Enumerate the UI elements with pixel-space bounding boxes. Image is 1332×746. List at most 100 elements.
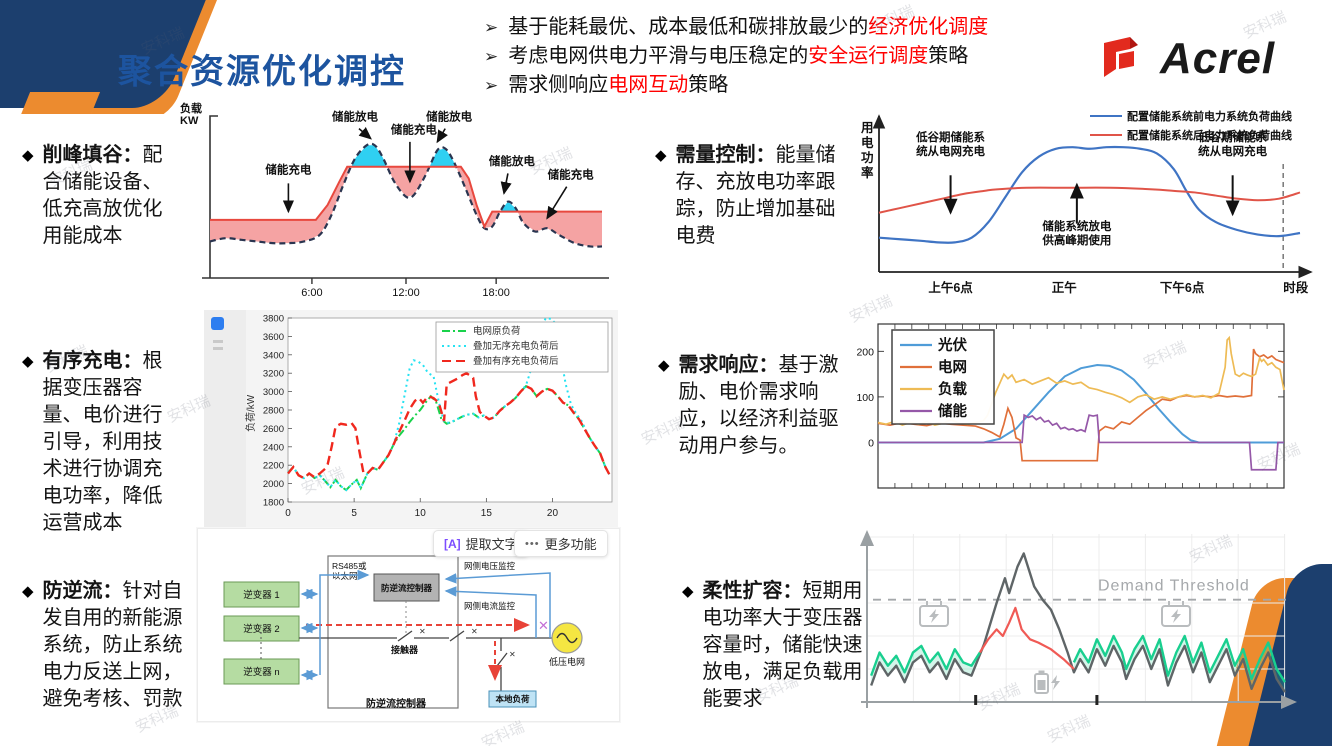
svg-text:逆变器 1: 逆变器 1 [243, 589, 279, 601]
section-desc: 短期用电功率大于变压器容量时，储能快速放电，满足负载用能要求 [702, 580, 863, 710]
page-title: 聚合资源优化调控 [118, 53, 406, 91]
svg-text:用电功率: 用电功率 [860, 121, 874, 180]
svg-text:0: 0 [285, 508, 291, 519]
svg-text:本地负荷: 本地负荷 [495, 694, 530, 704]
section-demand-response: ◆ 需求响应：基于激励、电价需求响应，以经济利益驱动用户参与。 [658, 352, 840, 460]
orderly-charging-chart-panel: 1800 2000 2200 2400 2600 2800 3000 3200 3400 3600… [204, 310, 618, 528]
svg-text:储能充电: 储能充电 [391, 123, 437, 137]
svg-text:储能充电: 储能充电 [265, 162, 311, 176]
section-label: 防逆流： [42, 580, 123, 602]
orderly-charging-chart: 1800 2000 2200 2400 2600 2800 3000 3200 3400 3600… [244, 314, 613, 519]
svg-text:以太网: 以太网 [332, 571, 358, 581]
svg-text:3400: 3400 [263, 350, 284, 361]
flexible-expansion-chart: Demand Threshold [860, 530, 1297, 709]
svg-text:防逆流控制器: 防逆流控制器 [366, 697, 427, 710]
svg-text:逆变器 2: 逆变器 2 [243, 623, 279, 635]
acrel-logo-text: Acrel [1160, 34, 1276, 83]
svg-text:12:00: 12:00 [392, 287, 420, 299]
svg-text:2200: 2200 [263, 461, 284, 472]
extract-text-label: 提取文字 [465, 537, 518, 552]
diamond-bullet: ◆ [22, 353, 34, 370]
svg-text:储能: 储能 [938, 402, 967, 420]
screenshot-sidebar [204, 310, 246, 528]
section-peak-shaving: ◆ 削峰填谷：配合储能设备、低充高放优化用能成本 [22, 142, 180, 250]
svg-text:5: 5 [351, 508, 357, 519]
svg-text:电网原负荷: 电网原负荷 [473, 325, 521, 337]
svg-text:防逆流控制器: 防逆流控制器 [381, 583, 433, 593]
svg-text:15: 15 [481, 508, 493, 519]
diamond-bullet: ◆ [658, 357, 670, 374]
svg-text:电网: 电网 [938, 358, 967, 376]
svg-text:储能放电: 储能放电 [489, 154, 535, 168]
svg-text:100: 100 [856, 392, 874, 404]
svg-text:叠加无序充电负荷后: 叠加无序充电负荷后 [473, 340, 559, 352]
svg-text:200: 200 [856, 346, 874, 358]
header-bullet: ➢ 考虑电网供电力平滑与电压稳定的安全运行调度策略 [484, 42, 1094, 71]
section-label: 需量控制： [675, 144, 776, 166]
section-desc: 能量储存、充放电功率跟踪，防止增加基础电费 [675, 144, 836, 247]
section-label: 削峰填谷： [42, 144, 143, 166]
svg-text:网侧电流监控: 网侧电流监控 [464, 601, 516, 611]
ocr-a-icon: [A] [444, 536, 461, 551]
svg-text:20: 20 [547, 508, 559, 519]
svg-text:储能系统放电供高峰期使用: 储能系统放电供高峰期使用 [1041, 219, 1111, 247]
bullet-arrow-icon: ➢ [484, 47, 499, 66]
svg-text:配置储能系统后电力系统负荷曲线: 配置储能系统后电力系统负荷曲线 [1127, 128, 1292, 142]
header-bullet-list: ➢ 基于能耗最优、成本最低和碳排放最少的经济优化调度 ➢ 考虑电网供电力平滑与电压稳定… [484, 13, 1094, 100]
svg-text:储能放电: 储能放电 [332, 109, 378, 123]
section-label: 有序充电： [42, 350, 143, 372]
svg-text:光伏: 光伏 [937, 336, 967, 354]
svg-text:叠加有序充电负荷后: 叠加有序充电负荷后 [473, 355, 559, 367]
section-desc: 配合储能设备、低充高放优化用能成本 [42, 144, 163, 247]
svg-text:低谷期储能系统从电网充电: 低谷期储能系统从电网充电 [1197, 130, 1267, 158]
acrel-logo-icon [1104, 37, 1138, 77]
menu-icon [213, 340, 223, 343]
anti-backflow-diagram-panel: 逆变器 1 逆变器 2 逆变器 n 防逆流控制器 RS485或 以太网 ✕ ✕ 接触器 ✕ 低压电网… [197, 528, 620, 722]
svg-text:10: 10 [415, 508, 427, 519]
svg-text:上午6点: 上午6点 [928, 280, 973, 295]
svg-text:✕: ✕ [538, 618, 549, 633]
section-desc: 基于激励、电价需求响应，以经济利益驱动用户参与。 [678, 354, 839, 457]
svg-text:3200: 3200 [263, 369, 284, 380]
svg-text:2400: 2400 [263, 442, 284, 453]
svg-text:接触器: 接触器 [391, 644, 419, 655]
svg-text:18:00: 18:00 [482, 287, 510, 299]
svg-text:3800: 3800 [263, 314, 284, 325]
svg-text:时段: 时段 [1283, 280, 1309, 295]
menu-icon [213, 347, 223, 350]
svg-text:1800: 1800 [263, 498, 284, 509]
svg-text:3600: 3600 [263, 332, 284, 343]
svg-text:2800: 2800 [263, 406, 284, 417]
svg-text:Demand Threshold: Demand Threshold [1098, 578, 1250, 595]
section-desc: 根据变压器容量、电价进行引导，利用技术进行协调充电功率，降低运营成本 [42, 350, 163, 534]
diamond-bullet: ◆ [22, 583, 34, 600]
app-icon [211, 317, 224, 330]
more-functions-button[interactable]: ••• 更多功能 [514, 530, 608, 557]
more-dots-icon: ••• [525, 537, 540, 550]
svg-text:负载: 负载 [938, 380, 967, 398]
section-desc: 针对自发自用的新能源系统，防止系统电力反送上网，避免考核、罚款 [42, 580, 183, 710]
svg-text:网侧电压监控: 网侧电压监控 [464, 561, 516, 571]
section-anti-backflow: ◆ 防逆流：针对自发自用的新能源系统，防止系统电力反送上网，避免考核、罚款 [22, 578, 184, 713]
acrel-logo: Acrel [1100, 34, 1275, 84]
svg-text:逆变器 n: 逆变器 n [243, 666, 279, 678]
svg-text:2000: 2000 [263, 479, 284, 490]
svg-text:2600: 2600 [263, 424, 284, 435]
svg-text:下午6点: 下午6点 [1160, 280, 1205, 295]
svg-text:负荷/kW: 负荷/kW [244, 394, 257, 432]
svg-text:✕: ✕ [509, 650, 516, 659]
svg-text:低谷期储能系统从电网充电: 低谷期储能系统从电网充电 [915, 130, 985, 158]
svg-text:6:00: 6:00 [301, 287, 322, 299]
svg-text:储能充电: 储能充电 [548, 167, 594, 181]
extract-text-button[interactable]: [A] 提取文字 [433, 530, 529, 557]
header-bullet: ➢ 基于能耗最优、成本最低和碳排放最少的经济优化调度 [484, 13, 1094, 42]
svg-text:低压电网: 低压电网 [549, 656, 585, 667]
section-demand-control: ◆ 需量控制：能量储存、充放电功率跟踪，防止增加基础电费 [655, 142, 845, 250]
svg-text:✕: ✕ [419, 627, 426, 636]
header-bullet: ➢ 需求侧响应电网互动策略 [484, 71, 1094, 100]
diamond-bullet: ◆ [682, 583, 694, 600]
